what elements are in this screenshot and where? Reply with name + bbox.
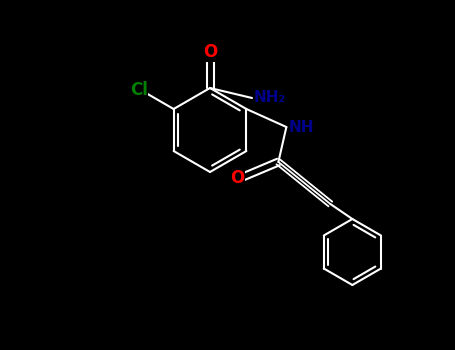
Text: Cl: Cl [130,81,148,99]
Text: O: O [230,169,244,187]
Text: O: O [203,43,217,61]
Text: NH: NH [288,119,314,134]
Text: NH₂: NH₂ [254,91,286,105]
